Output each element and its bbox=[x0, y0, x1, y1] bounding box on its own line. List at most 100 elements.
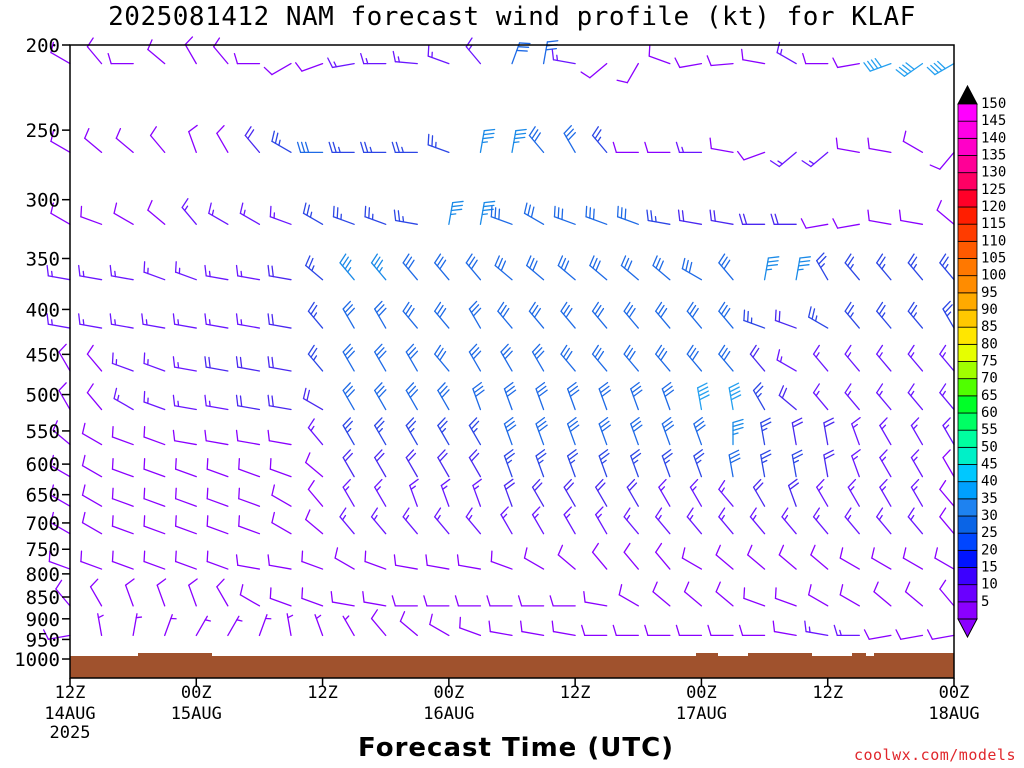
colorbar-swatch bbox=[957, 498, 978, 517]
barb-flag bbox=[81, 511, 86, 524]
barb-flag bbox=[878, 304, 886, 315]
barb-flag bbox=[681, 257, 686, 270]
barb-staff bbox=[787, 484, 797, 507]
barb-flag bbox=[696, 382, 708, 389]
wind-barb bbox=[267, 264, 292, 281]
y-tick-label: 750 bbox=[26, 539, 60, 561]
wind-barb bbox=[591, 126, 608, 154]
barb-flag bbox=[663, 452, 673, 461]
wind-barb bbox=[709, 209, 734, 225]
wind-barb bbox=[503, 478, 515, 507]
wind-barb bbox=[305, 509, 324, 535]
y-tick-label: 250 bbox=[26, 120, 60, 142]
wind-barb bbox=[409, 478, 419, 507]
barb-half-flag bbox=[852, 455, 858, 461]
barb-flag bbox=[626, 304, 634, 315]
wind-barb bbox=[465, 507, 482, 535]
barb-half-flag bbox=[732, 432, 739, 436]
credit-link[interactable]: coolwx.com/models bbox=[853, 746, 1016, 764]
barb-flag bbox=[698, 390, 709, 397]
barb-half-flag bbox=[689, 514, 694, 521]
wind-barb bbox=[188, 124, 198, 154]
colorbar-swatch bbox=[957, 549, 978, 568]
barb-half-flag bbox=[373, 514, 378, 521]
barb-staff bbox=[747, 554, 766, 570]
barb-flag bbox=[204, 264, 207, 277]
barb-flag bbox=[895, 629, 902, 640]
barb-staff bbox=[661, 423, 671, 446]
wind-barb bbox=[907, 253, 924, 281]
barb-flag bbox=[749, 507, 757, 518]
barb-staff bbox=[903, 62, 924, 77]
barb-half-flag bbox=[681, 146, 685, 154]
barb-flag bbox=[80, 550, 83, 563]
barb-staff bbox=[774, 597, 797, 607]
barb-flag bbox=[566, 381, 577, 390]
barb-flag bbox=[271, 313, 274, 326]
barb-flag bbox=[376, 304, 385, 314]
wind-barb bbox=[902, 547, 924, 570]
barb-flag bbox=[436, 347, 444, 358]
barb-staff bbox=[715, 591, 734, 607]
barb-staff bbox=[566, 423, 576, 446]
barb-staff bbox=[402, 516, 418, 535]
barb-flag bbox=[307, 479, 315, 491]
wind-barb bbox=[557, 255, 576, 281]
barb-staff bbox=[342, 424, 355, 446]
colorbar-swatch bbox=[957, 343, 978, 362]
wind-barb bbox=[936, 199, 955, 225]
barb-flag bbox=[623, 257, 630, 269]
barb-flag bbox=[630, 416, 640, 425]
barb-half-flag bbox=[184, 205, 189, 212]
wind-barb bbox=[623, 542, 639, 570]
wind-barb bbox=[585, 205, 608, 225]
barb-flag bbox=[760, 449, 771, 456]
barb-flag bbox=[732, 418, 744, 424]
barb-flag bbox=[111, 487, 114, 500]
barb-flag bbox=[156, 578, 167, 586]
barb-staff bbox=[511, 42, 521, 65]
barb-half-flag bbox=[881, 424, 887, 430]
barb-flag bbox=[468, 300, 478, 310]
barb-half-flag bbox=[97, 614, 104, 619]
barb-staff bbox=[936, 209, 955, 225]
barb-staff bbox=[143, 468, 166, 478]
barb-staff bbox=[904, 591, 924, 607]
wind-barb bbox=[269, 205, 292, 225]
barb-half-flag bbox=[910, 514, 915, 521]
barb-staff bbox=[681, 268, 703, 281]
barb-flag bbox=[729, 453, 740, 460]
wind-barb bbox=[342, 300, 355, 329]
wind-barb bbox=[655, 301, 671, 329]
wind-barb bbox=[113, 387, 134, 411]
wind-barb bbox=[942, 449, 955, 478]
barb-staff bbox=[907, 392, 924, 411]
barb-staff bbox=[50, 464, 71, 478]
barb-staff bbox=[868, 219, 892, 225]
wind-barb bbox=[677, 209, 703, 225]
barb-flag bbox=[409, 389, 419, 399]
barb-flag bbox=[754, 482, 764, 492]
barb-flag bbox=[942, 300, 951, 310]
wind-barb bbox=[107, 52, 134, 65]
barb-staff bbox=[715, 554, 734, 570]
wind-barb bbox=[111, 352, 134, 372]
barb-flag bbox=[306, 204, 311, 216]
barb-flag bbox=[436, 304, 444, 315]
barb-staff bbox=[239, 212, 261, 225]
barb-staff bbox=[844, 353, 860, 372]
barb-flag bbox=[378, 350, 387, 360]
barb-half-flag bbox=[287, 614, 294, 619]
barb-staff bbox=[900, 219, 924, 225]
wind-barb bbox=[528, 126, 545, 154]
barb-flag bbox=[271, 265, 274, 278]
wind-barb bbox=[235, 313, 261, 329]
barb-flag bbox=[944, 304, 953, 314]
barb-flag bbox=[174, 458, 177, 470]
barb-flag bbox=[743, 587, 746, 599]
wind-barb bbox=[863, 629, 892, 640]
barb-flag bbox=[307, 301, 315, 312]
wind-barb bbox=[523, 202, 545, 225]
barb-half-flag bbox=[815, 390, 820, 397]
barb-flag bbox=[778, 544, 785, 556]
